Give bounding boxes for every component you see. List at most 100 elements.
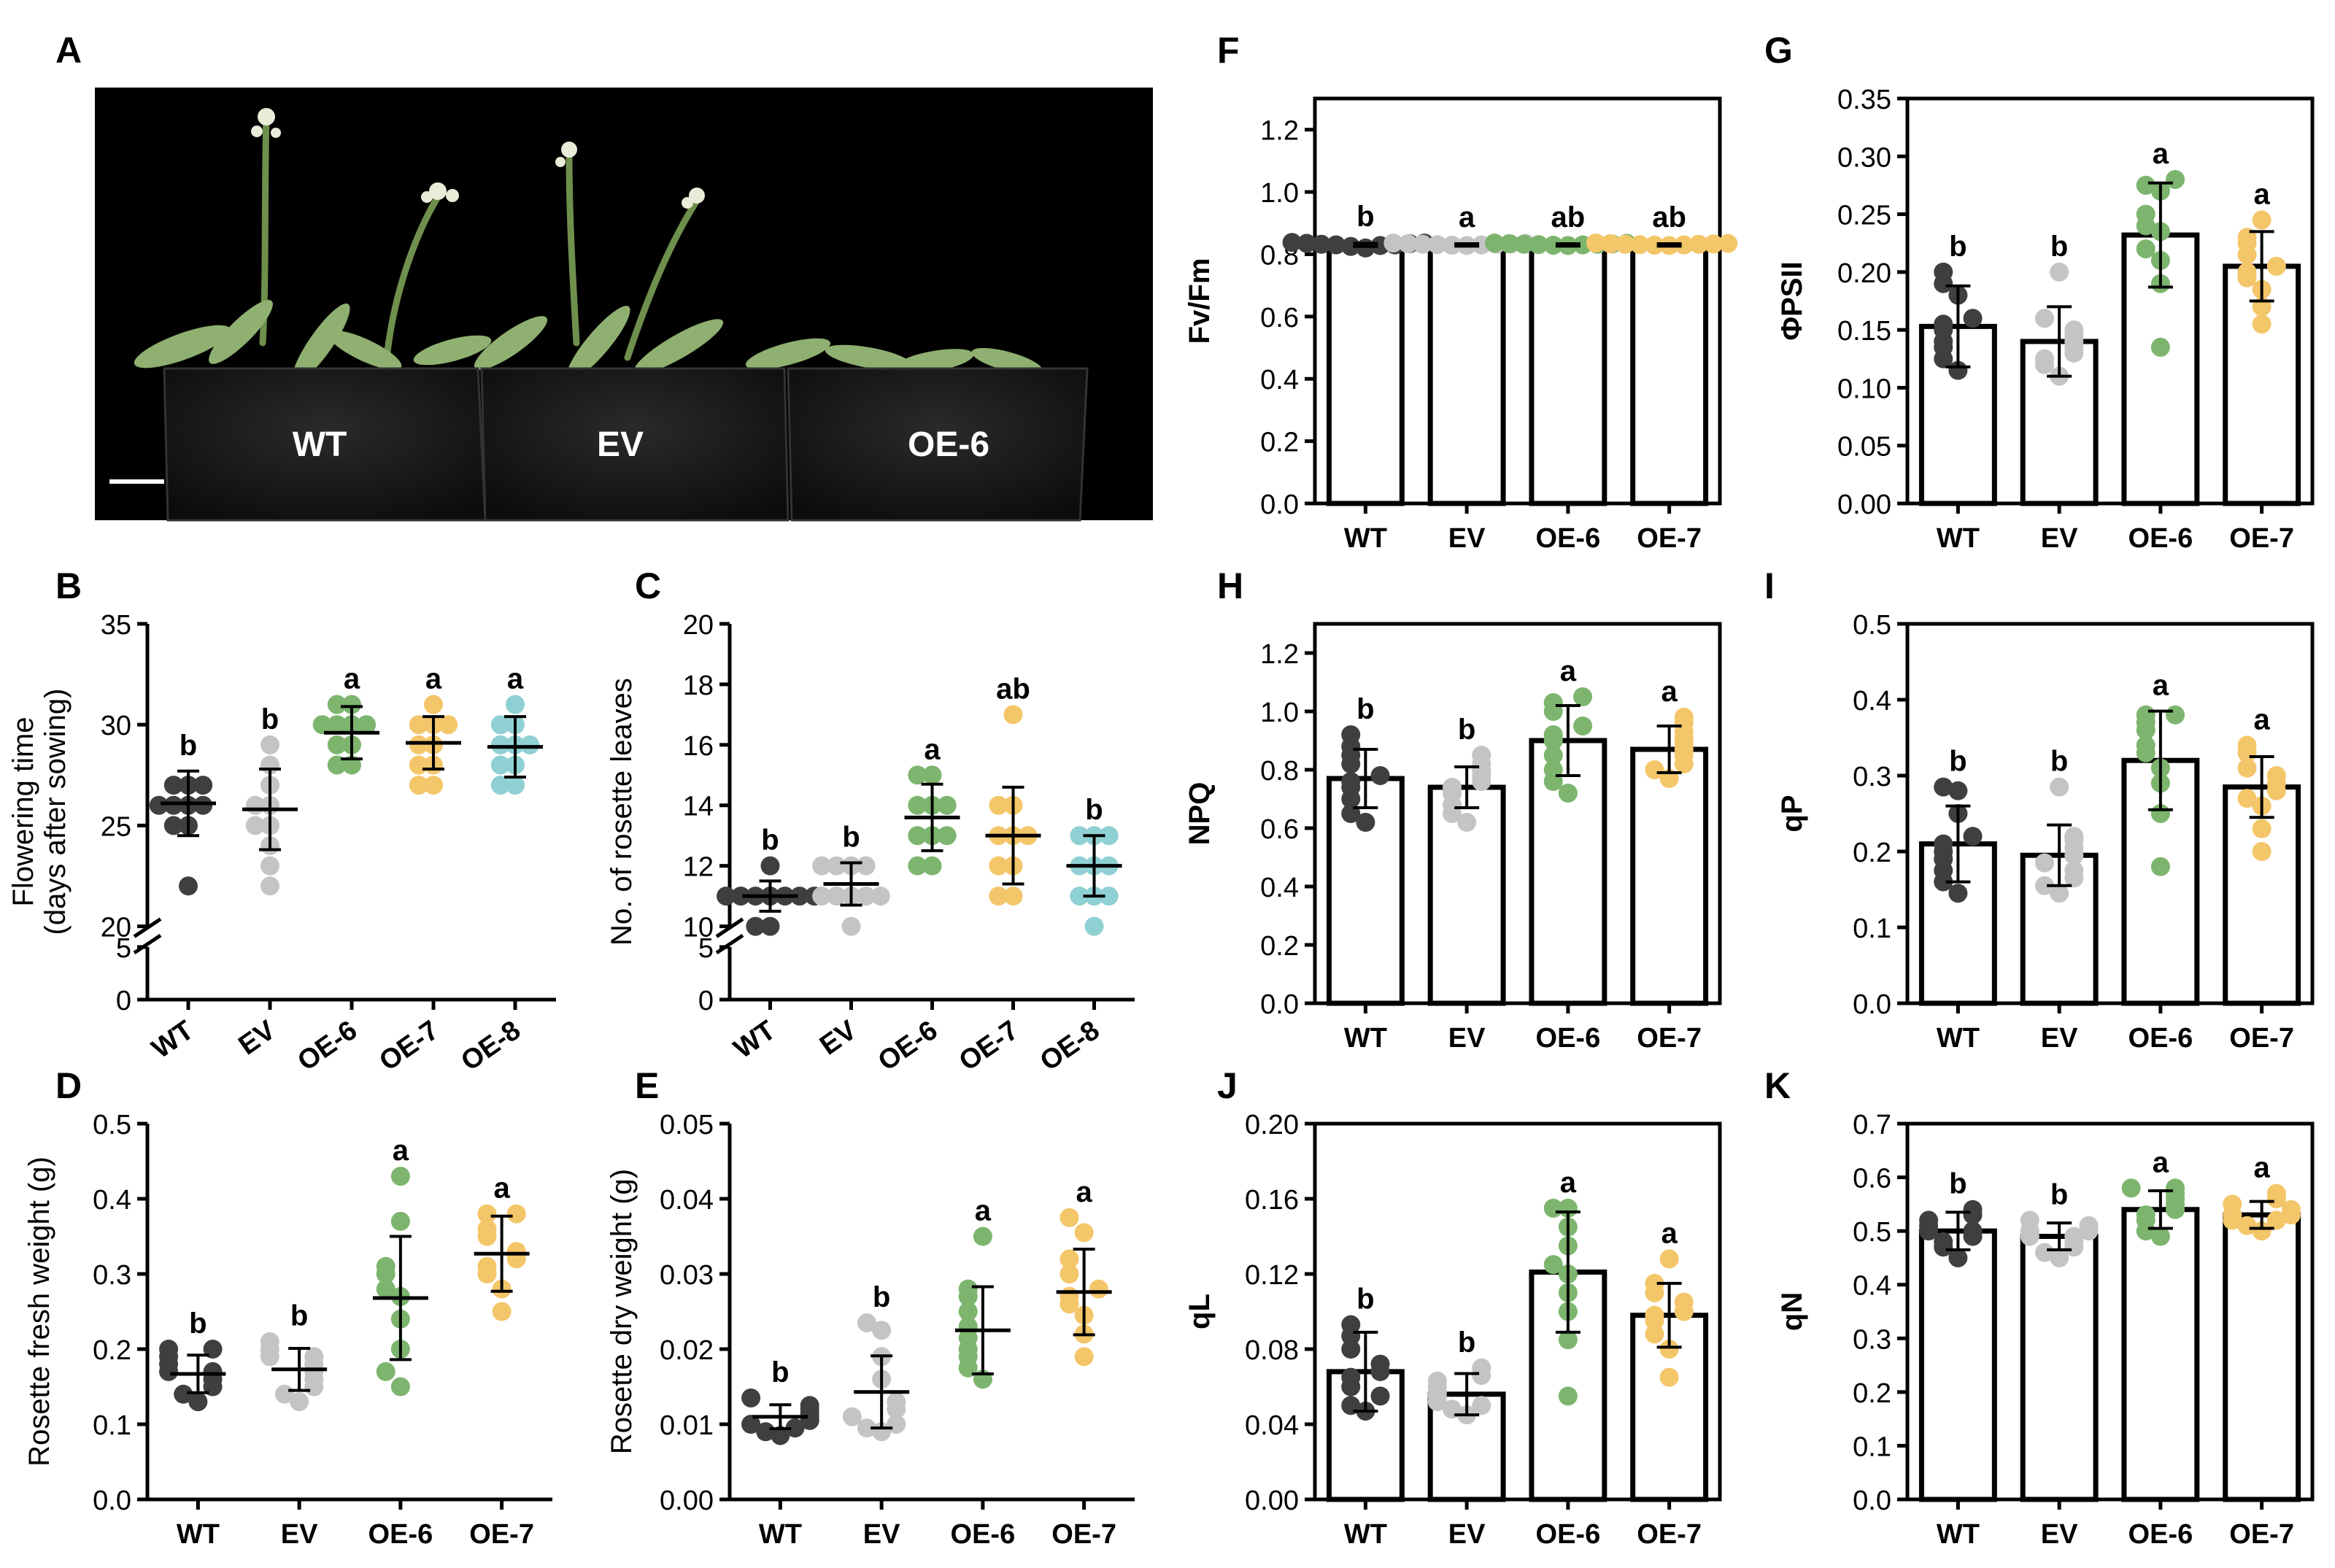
data-point-ev (2064, 1227, 2084, 1246)
y-tick-label: 0.04 (1245, 1410, 1299, 1441)
data-point-oe-7 (1645, 1305, 1664, 1325)
data-point-oe-6 (958, 1279, 978, 1299)
y-tick-label: 0.5 (1853, 610, 1891, 641)
data-point-oe-7 (2252, 210, 2272, 230)
y-tick-label: 0 (698, 986, 714, 1016)
significance-letter: a (494, 1173, 511, 1205)
y-tick-label: 30 (101, 711, 131, 741)
data-point-oe-6 (1558, 1386, 1578, 1406)
panel-letter-b: B (55, 565, 82, 606)
significance-letter: a (2153, 670, 2169, 702)
significance-letter: a (344, 663, 360, 695)
data-point-wt (179, 876, 198, 896)
significance-letter: a (2254, 1152, 2271, 1184)
significance-letter: b (761, 824, 779, 857)
data-point-oe-7 (1060, 1249, 1079, 1269)
y-tick-label: 0.6 (1260, 814, 1299, 845)
data-point-oe-6 (2166, 1178, 2185, 1198)
data-point-oe-6 (908, 765, 927, 785)
y-tick-label: 0.04 (660, 1185, 714, 1216)
chart-g: G 0.00 0.05 0.10 0.15 0.20 0.25 0.30 0.35 ΦPSII WT… (1764, 30, 2315, 554)
rosette-leaves (134, 300, 1043, 383)
data-point-oe-6 (2150, 857, 2170, 876)
data-point-oe-6 (958, 1302, 978, 1321)
y-tick-label: 0.02 (660, 1335, 714, 1366)
chart-b: B 0 520 25 30 35 Flowering time (days after sow… (7, 565, 556, 1077)
significance-letter: b (1356, 201, 1374, 233)
y-tick-label: 18 (683, 671, 714, 701)
plot-frame (1313, 96, 1722, 506)
significance-letter: a (1661, 1217, 1678, 1249)
data-point-oe-6 (2121, 1178, 2141, 1198)
data-point-wt (1370, 766, 1390, 785)
data-point-oe-7 (2252, 819, 2272, 838)
y-tick-label: 0.01 (660, 1410, 714, 1441)
y-tick-label: 0 (116, 986, 131, 1016)
data-point-oe-6 (937, 826, 957, 846)
x-tick-label: OE-7 (374, 1015, 444, 1077)
data-point-ev (857, 1418, 876, 1438)
data-point-ev (812, 856, 832, 876)
x-tick-label: EV (281, 1519, 318, 1550)
panel-letter-e: E (635, 1065, 659, 1106)
data-point-oe-7 (1645, 1273, 1664, 1293)
significance-letter: ab (1551, 201, 1586, 233)
data-point-ev (1398, 233, 1418, 253)
data-point-ev (842, 1407, 862, 1426)
data-point-oe-7 (1089, 1279, 1108, 1299)
x-tick-label: EV (2041, 1023, 2078, 1054)
y-tick-label: 0.05 (1837, 432, 1891, 463)
y-tick-label: 16 (683, 731, 714, 762)
data-point-oe-7 (1060, 1264, 1079, 1283)
y-tick-label: 0.4 (93, 1185, 131, 1216)
data-point-oe-7 (2266, 1183, 2286, 1203)
y-tick-label: 0.00 (1245, 1486, 1299, 1516)
data-point-ev (1472, 1396, 1491, 1416)
y-tick-label: 0.3 (1853, 762, 1891, 792)
x-tick-label: OE-8 (455, 1015, 526, 1077)
y-tick-label: 0.03 (660, 1260, 714, 1291)
y-tick-label: 0.1 (93, 1410, 131, 1441)
data-point-oe-7 (2281, 1200, 2301, 1219)
plot-frame (1313, 1121, 1722, 1502)
data-point-oe-6 (908, 795, 927, 815)
data-point-wt (1934, 262, 1953, 282)
bar-oe-7 (2223, 1212, 2301, 1502)
x-tick-label: OE-6 (292, 1015, 363, 1077)
data-point-oe-6 (327, 735, 347, 754)
x-tick-label: WT (1344, 1023, 1387, 1054)
y-tick-label: 0.0 (93, 1486, 131, 1516)
chart-h: H 0.0 0.2 0.4 0.6 0.8 1.0 1.2 NPQ WT b EV b OE-6 a OE-7… (1184, 565, 1722, 1054)
data-point-oe-8 (1070, 887, 1089, 906)
data-point-oe-8 (1070, 826, 1089, 846)
x-tick-label: OE-7 (1637, 523, 1702, 554)
data-point-oe-7 (1645, 760, 1664, 779)
data-point-wt (159, 1340, 179, 1359)
significance-letter: b (1458, 714, 1475, 746)
x-tick-label: WT (728, 1015, 781, 1065)
significance-letter: b (261, 703, 279, 735)
data-point-wt (1341, 1315, 1361, 1335)
y-tick-label: 25 (101, 811, 131, 842)
data-point-ev (260, 1332, 279, 1351)
data-point-ev (872, 1321, 892, 1340)
data-point-wt (1341, 1367, 1361, 1387)
y-tick-label: 0.0 (1260, 989, 1299, 1020)
data-point-wt (1963, 309, 1983, 328)
data-point-oe-6 (1558, 784, 1578, 803)
data-point-wt (163, 776, 183, 795)
data-point-wt (1356, 813, 1375, 832)
y-tick-label: 12 (683, 852, 714, 883)
chart-d: D 0.0 0.1 0.2 0.3 0.4 0.5 Rosette fresh weight … (23, 1065, 552, 1550)
data-point-oe-7 (2237, 735, 2257, 755)
bar-wt (1326, 242, 1405, 506)
data-point-oe-8 (1099, 887, 1119, 906)
data-point-oe-7 (409, 776, 428, 795)
data-point-wt (1948, 1248, 1968, 1267)
significance-letter: b (1949, 231, 1967, 263)
significance-letter: b (1949, 746, 1967, 778)
data-point-ev (2050, 777, 2069, 797)
data-point-wt (790, 887, 809, 906)
bar-oe-6 (1529, 242, 1608, 506)
